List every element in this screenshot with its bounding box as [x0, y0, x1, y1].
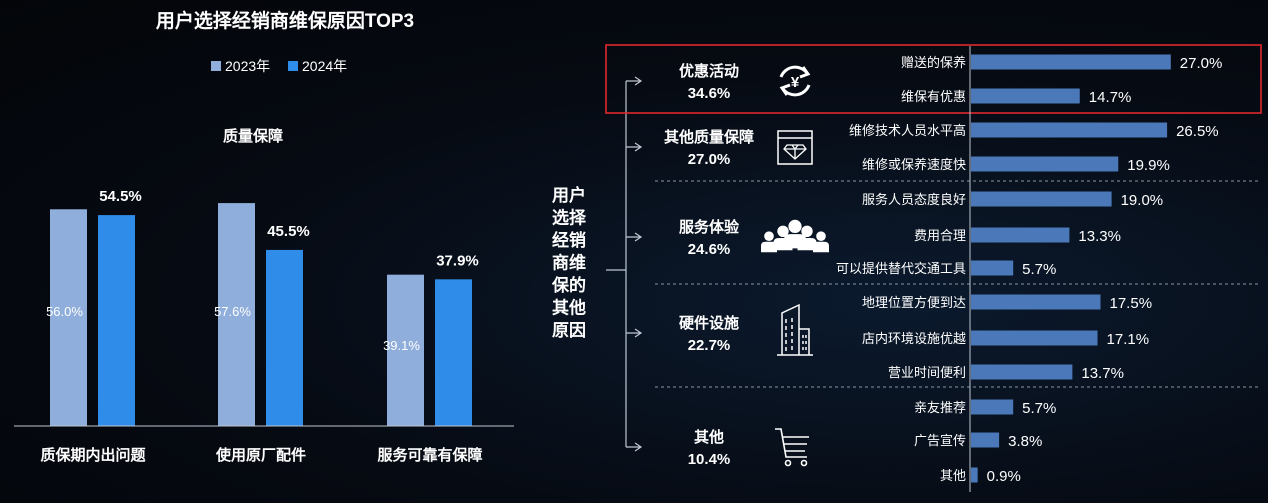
root-label: 用户选择经销商维保的其他原因: [551, 185, 587, 340]
group-value-1: 34.6%: [688, 85, 731, 102]
bar-label-3-3: 可以提供替代交通工具: [836, 261, 966, 276]
bar-label-5-1: 亲友推荐: [914, 400, 966, 415]
hbar-5-3: [971, 467, 978, 483]
x-tick-label-3: 服务可靠有保障: [377, 446, 482, 464]
hbar-value-3-1: 19.0%: [1121, 192, 1164, 209]
data-label-2023-3: 39.1%: [383, 338, 420, 353]
bar-2024-3: [435, 279, 472, 426]
hbar-value-2-1: 26.5%: [1176, 123, 1219, 140]
legend-label-2024: 2024年: [302, 58, 347, 74]
left-bar-chart: 用户选择经销商维保原因TOP3 2023年 2024年 质量保障 56.0% 54…: [14, 9, 514, 464]
bars-layer: 56.0% 54.5% 57.6% 45.5% 39.1% 37.9%: [46, 188, 479, 426]
group-value-4: 22.7%: [688, 337, 731, 354]
data-label-2024-3: 37.9%: [436, 252, 479, 269]
bar-label-4-2: 店内环境设施优越: [862, 331, 966, 346]
group-value-5: 10.4%: [688, 451, 731, 468]
data-label-2024-2: 45.5%: [267, 223, 310, 240]
hbar-1-2: [971, 88, 1080, 104]
bar-2023-2: [218, 203, 255, 426]
bar-label-4-1: 地理位置方便到达: [862, 295, 966, 310]
hbar-4-1: [971, 294, 1101, 310]
group-value-2: 27.0%: [688, 151, 731, 168]
bar-label-5-2: 广告宣传: [914, 433, 966, 448]
bar-label-5-3: 其他: [940, 468, 966, 483]
group-labels: 优惠活动 34.6% 其他质量保障 27.0% 服务体验 24.6% 硬件设施 22.7% 其他…: [605, 44, 1262, 468]
bar-label-1-1: 赠送的保养: [901, 55, 966, 70]
hbar-4-2: [971, 330, 1098, 346]
highlight-box: [605, 44, 1262, 114]
chart-title: 用户选择经销商维保原因TOP3: [156, 9, 414, 32]
hbar-3-3: [971, 260, 1014, 276]
tree-branch-arrow-2: [626, 142, 643, 152]
hbar-2-2: [971, 156, 1119, 172]
building-icon: [777, 303, 813, 356]
group-value-3: 24.6%: [688, 241, 731, 258]
legend-swatch-2024: [288, 61, 298, 71]
hbar-value-1-2: 14.7%: [1089, 89, 1132, 106]
group-name-2: 其他质量保障: [664, 128, 754, 146]
legend: 2023年 2024年: [211, 58, 347, 74]
hbar-2-1: [971, 122, 1168, 138]
x-tick-label-2: 使用原厂配件: [215, 446, 306, 464]
tree-branch-arrow-4: [626, 328, 643, 338]
yen-exchange-icon: ¥: [779, 65, 811, 97]
bar-label-3-2: 费用合理: [914, 228, 966, 243]
bar-label-2-1: 维修技术人员水平高: [849, 123, 966, 138]
data-label-2023-1: 56.0%: [46, 304, 83, 319]
group-name-4: 硬件设施: [679, 314, 739, 332]
shopping-cart-icon: [775, 428, 809, 467]
hbar-value-4-1: 17.5%: [1110, 295, 1153, 312]
hbar-4-3: [971, 364, 1073, 380]
group-name-5: 其他: [694, 428, 724, 446]
group-name-1: 优惠活动: [679, 62, 739, 80]
hbar-value-4-3: 13.7%: [1081, 365, 1124, 382]
data-label-2024-1: 54.5%: [99, 188, 142, 205]
hbar-5-1: [971, 399, 1014, 415]
hbar-value-5-2: 3.8%: [1008, 433, 1042, 450]
tree-branch-arrow-5: [626, 442, 643, 452]
tree-branch-arrow-3: [626, 232, 643, 242]
hbar-value-2-2: 19.9%: [1127, 157, 1170, 174]
legend-swatch-2023: [211, 61, 221, 71]
bar-label-1-2: 维保有优惠: [901, 89, 966, 104]
diamond-window-icon: [777, 130, 813, 165]
horizontal-bars-layer: 赠送的保养 27.0% 维保有优惠 14.7% 维修技术人员水平高 26.5% 维修或保养速…: [836, 46, 1222, 492]
bar-2024-2: [266, 249, 303, 426]
hbar-3-2: [971, 227, 1070, 243]
data-label-2023-2: 57.6%: [214, 304, 251, 319]
yen-glyph: ¥: [791, 74, 800, 91]
bar-2023-1: [50, 209, 87, 426]
root-category-label: 用户选择经销商维保的其他原因: [551, 185, 587, 340]
tree-branch-arrow-1: [626, 76, 643, 86]
hbar-1-1: [971, 54, 1171, 70]
hbar-5-2: [971, 432, 1000, 448]
chart-subtitle: 质量保障: [223, 127, 283, 145]
hbar-value-3-3: 5.7%: [1022, 261, 1056, 278]
group-name-3: 服务体验: [679, 218, 740, 236]
hbar-value-1-1: 27.0%: [1180, 55, 1223, 72]
hbar-3-1: [971, 191, 1112, 207]
hbar-value-3-2: 13.3%: [1078, 228, 1121, 245]
team-people-icon: [761, 219, 829, 253]
legend-label-2023: 2023年: [225, 58, 270, 74]
bar-2024-1: [98, 215, 135, 426]
bar-label-3-1: 服务人员态度良好: [862, 192, 966, 207]
x-tick-label-1: 质保期内出问题: [40, 446, 146, 464]
bar-label-2-2: 维修或保养速度快: [862, 157, 966, 172]
hbar-value-4-2: 17.1%: [1107, 331, 1150, 348]
bar-label-4-3: 营业时间便利: [888, 365, 966, 380]
hbar-value-5-1: 5.7%: [1022, 400, 1056, 417]
group-icons: ¥: [761, 65, 829, 467]
hbar-value-5-3: 0.9%: [987, 468, 1021, 485]
bar-2023-3: [387, 274, 424, 426]
